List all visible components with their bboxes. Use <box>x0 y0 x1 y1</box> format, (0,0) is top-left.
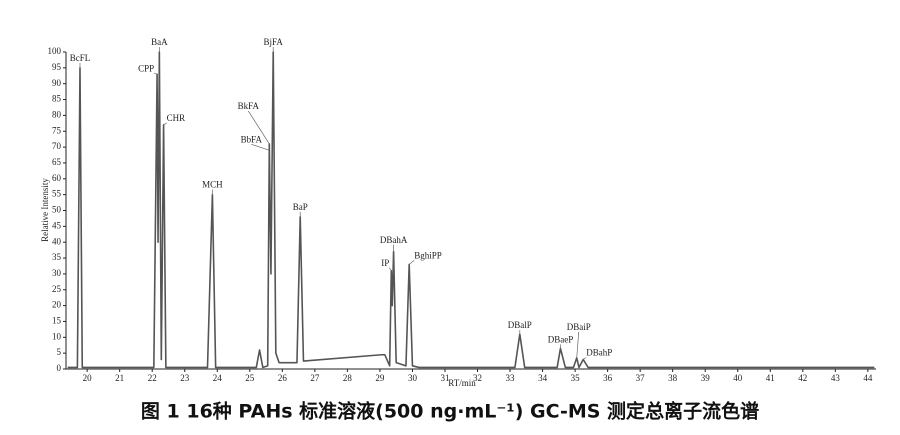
y-tick-label: 80 <box>52 109 62 119</box>
x-axis-label: RT/min <box>448 378 476 388</box>
x-tick-label: 22 <box>148 373 157 383</box>
y-tick-label: 25 <box>52 284 62 294</box>
x-tick-label: 28 <box>343 373 353 383</box>
x-tick-label: 43 <box>831 373 841 383</box>
peak-label: BbFA <box>241 134 263 144</box>
x-tick-label: 39 <box>701 373 711 383</box>
peak-label: BghiPP <box>414 250 442 260</box>
y-tick-label: 90 <box>52 78 62 88</box>
x-tick-label: 20 <box>83 373 93 383</box>
y-tick-label: 40 <box>52 236 62 246</box>
peak-label: DBaeP <box>548 334 574 344</box>
x-tick-label: 29 <box>375 373 385 383</box>
y-tick-label: 45 <box>52 220 62 230</box>
y-tick-label: 100 <box>48 46 62 56</box>
x-tick-label: 33 <box>506 373 516 383</box>
leader-line <box>583 357 587 360</box>
x-tick-label: 21 <box>115 373 124 383</box>
leader-line <box>408 260 415 265</box>
x-tick-label: 27 <box>310 373 320 383</box>
caption: 图 1 16种 PAHs 标准溶液(500 ng·mL⁻¹) GC-MS 测定总… <box>141 400 759 423</box>
peak-label: BaA <box>151 37 168 47</box>
y-axis-label: Relative Intensity <box>40 178 50 242</box>
x-tick-label: 41 <box>766 373 775 383</box>
x-tick-label: 30 <box>408 373 418 383</box>
x-tick-label: 32 <box>473 373 482 383</box>
y-tick-label: 10 <box>52 331 62 341</box>
peak-label: DBahP <box>586 348 612 358</box>
y-tick-label: 60 <box>52 173 62 183</box>
peak-label: BkFA <box>238 101 260 111</box>
peak-label: DBahA <box>380 235 408 245</box>
y-tick-label: 50 <box>52 205 62 215</box>
x-tick-label: 25 <box>245 373 255 383</box>
peak-label: CHR <box>167 113 186 123</box>
leader-line <box>163 122 167 126</box>
x-tick-label: 40 <box>733 373 743 383</box>
x-tick-label: 38 <box>668 373 678 383</box>
y-tick-label: 30 <box>52 268 62 278</box>
y-tick-label: 85 <box>52 94 62 104</box>
peak-label: BcFL <box>70 53 91 63</box>
peak-label: CPP <box>138 63 154 73</box>
y-tick-label: 95 <box>52 62 62 72</box>
peak-label: BjFA <box>264 37 284 47</box>
y-tick-label: 70 <box>52 141 62 151</box>
y-tick-label: 5 <box>57 347 62 357</box>
peak-label: DBalP <box>508 320 532 330</box>
y-tick-label: 0 <box>57 363 62 373</box>
leader-line <box>389 267 392 271</box>
x-tick-label: 35 <box>571 373 581 383</box>
y-tick-label: 20 <box>52 300 62 310</box>
x-tick-label: 26 <box>278 373 288 383</box>
y-tick-label: 35 <box>52 252 62 262</box>
x-tick-label: 36 <box>603 373 613 383</box>
x-tick-label: 37 <box>636 373 646 383</box>
leader-line <box>576 331 580 358</box>
x-tick-label: 31 <box>440 373 449 383</box>
trace <box>67 51 875 369</box>
y-tick-label: 75 <box>52 125 62 135</box>
peak-label: DBaiP <box>567 322 591 332</box>
x-tick-label: 34 <box>538 373 548 383</box>
peak-label: IP <box>381 258 389 268</box>
leader-line <box>248 110 270 145</box>
peak-label: MCH <box>202 180 223 190</box>
x-tick-label: 42 <box>798 373 807 383</box>
x-tick-label: 44 <box>863 373 873 383</box>
x-tick-label: 23 <box>180 373 190 383</box>
y-tick-label: 15 <box>52 316 62 326</box>
y-tick-label: 65 <box>52 157 62 167</box>
y-tick-label: 55 <box>52 189 62 199</box>
x-tick-label: 24 <box>213 373 223 383</box>
leader-line <box>251 143 270 151</box>
peak-label: BaP <box>293 202 308 212</box>
leader-line <box>153 72 158 75</box>
